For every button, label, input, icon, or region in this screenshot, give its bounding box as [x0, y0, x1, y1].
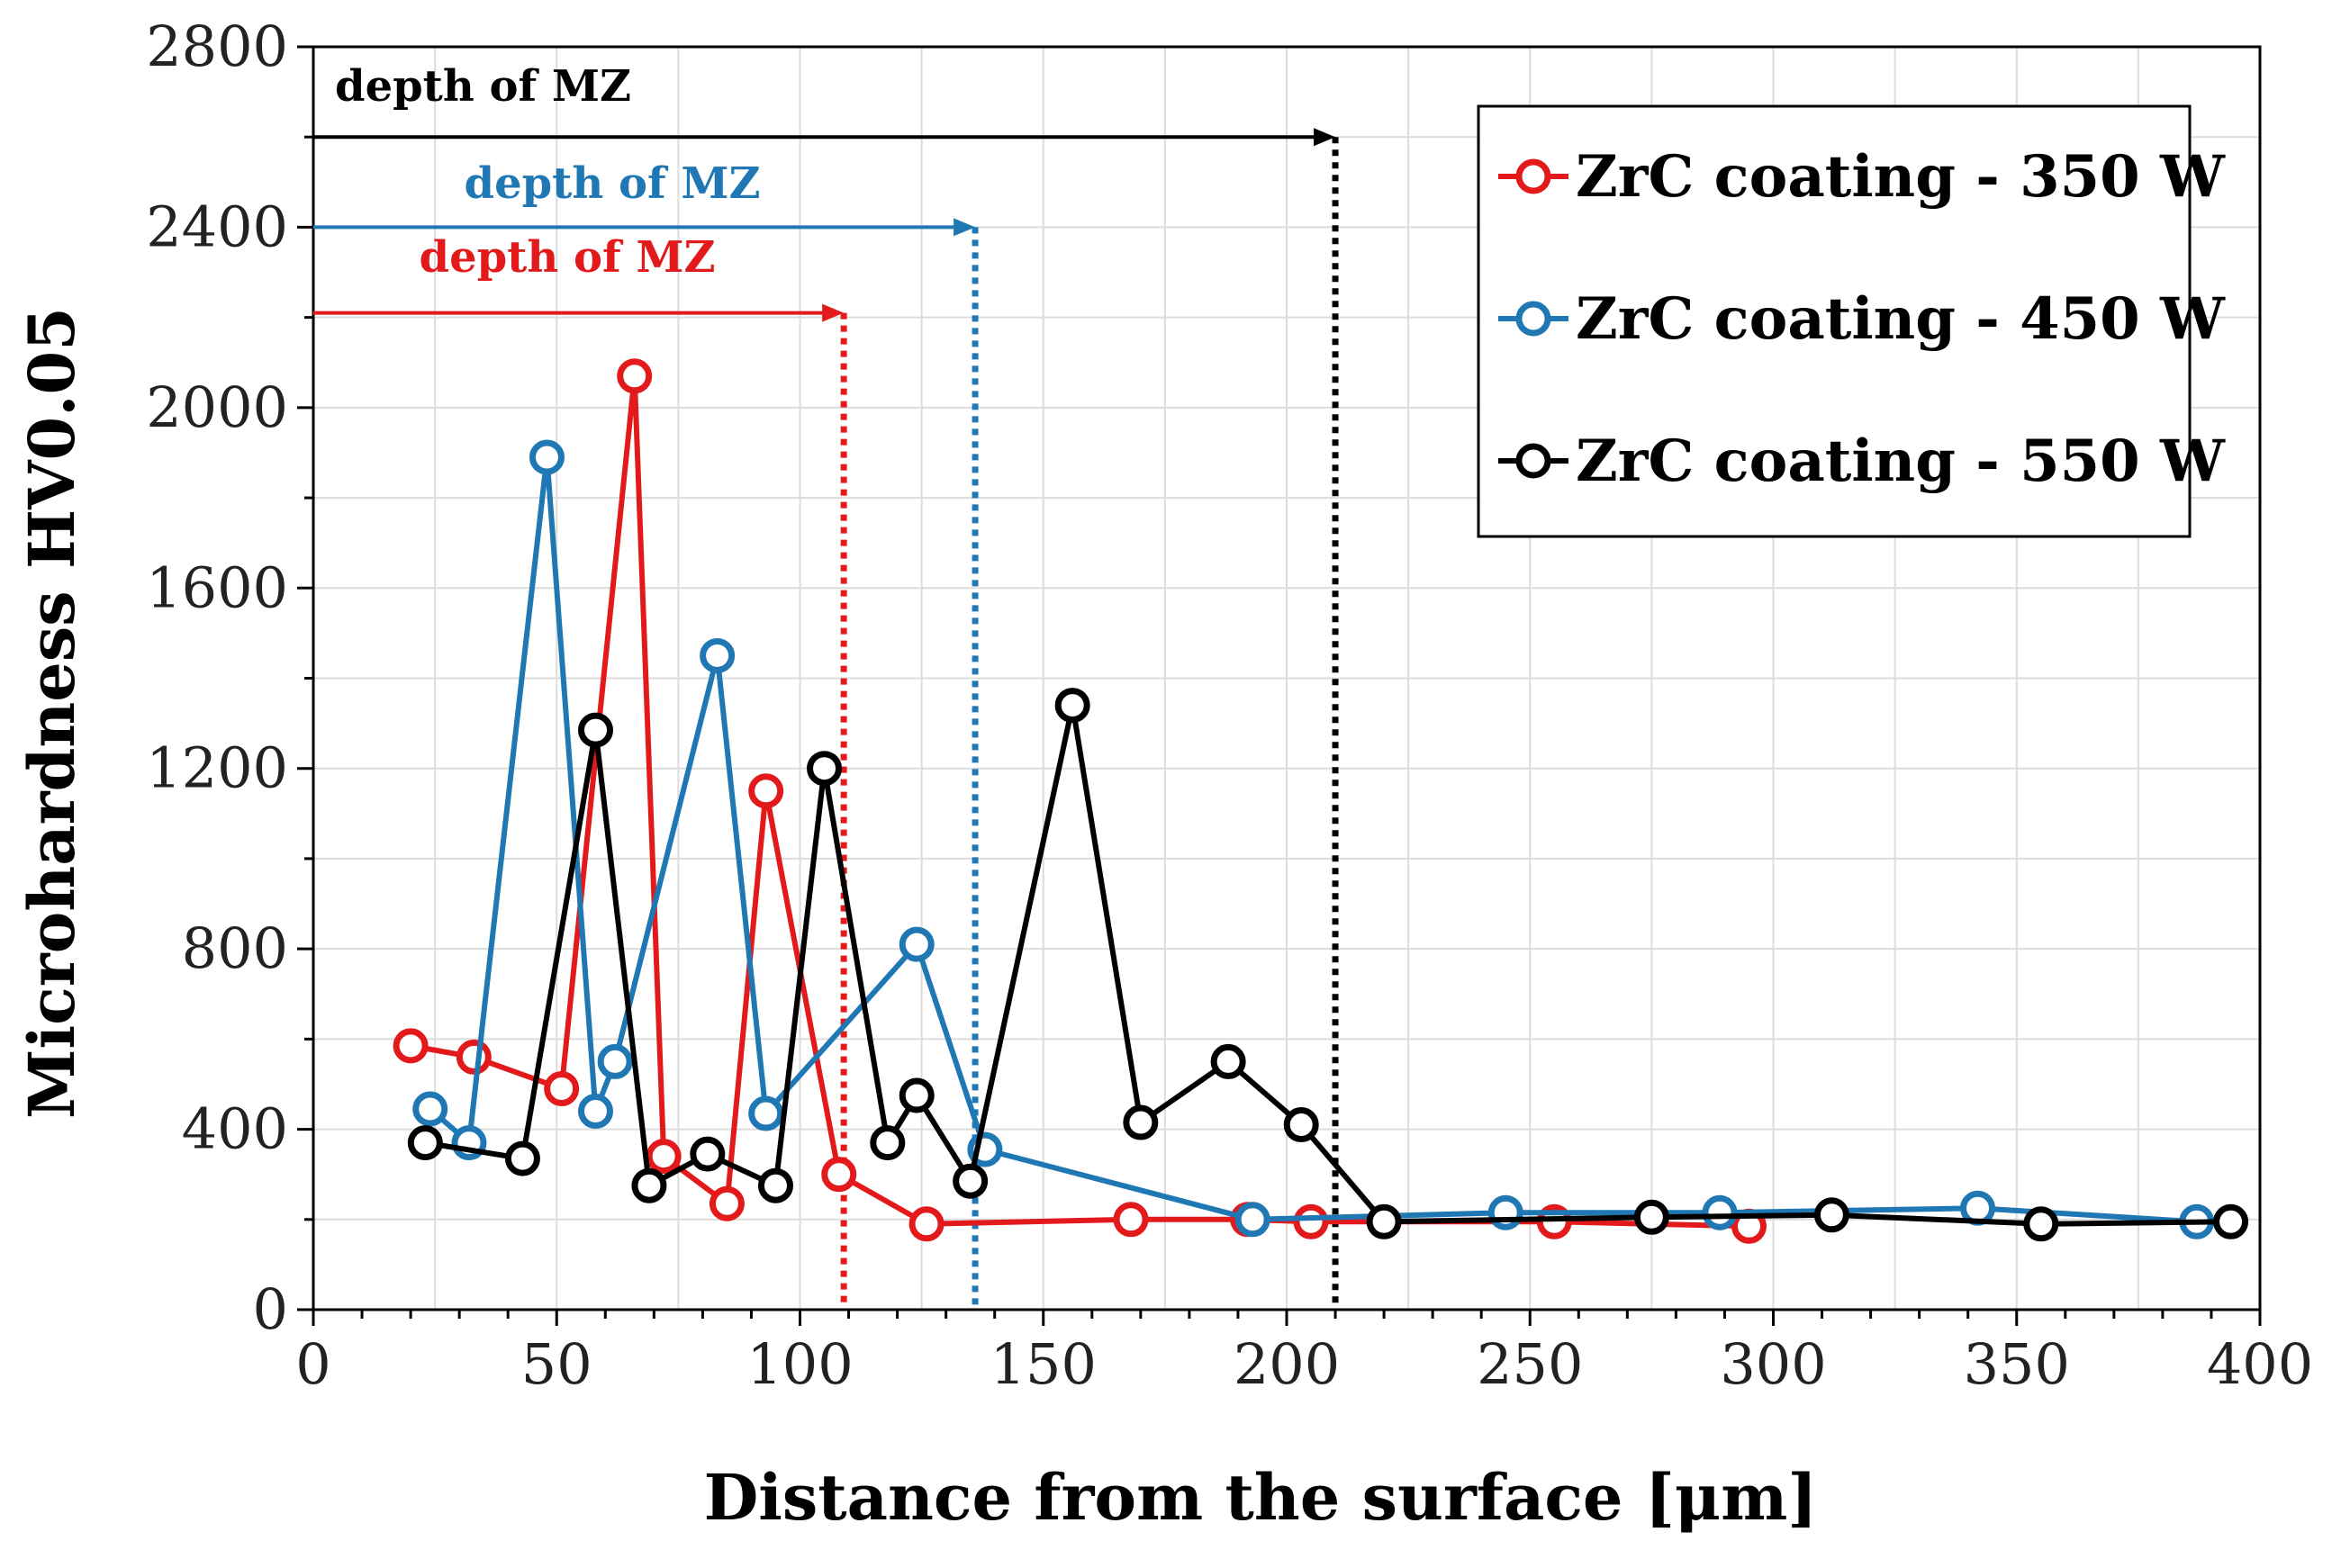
data-point	[870, 1125, 906, 1161]
data-point	[821, 1157, 857, 1193]
data-point	[807, 751, 843, 787]
data-point	[529, 439, 565, 475]
y-tick-label: 2400	[146, 194, 288, 259]
x-tick-label: 150	[990, 1331, 1097, 1397]
data-point	[1123, 1104, 1159, 1140]
data-point	[757, 1167, 793, 1203]
legend-label: ZrC coating - 350 W	[1576, 143, 2226, 211]
data-point	[1210, 1043, 1246, 1079]
data-point	[2023, 1206, 2059, 1242]
legend-item: ZrC coating - 350 W	[1498, 143, 2226, 211]
data-point	[1283, 1107, 1319, 1143]
series-line	[428, 454, 2197, 1225]
y-tick-label: 2800	[146, 14, 288, 79]
axes: 0 50 100 150 200 250 300 350 400 0 400 800 1200 1600 2…	[146, 14, 2313, 1397]
x-tick-label: 400	[2207, 1331, 2313, 1397]
legend-box	[1477, 104, 2192, 538]
x-tick-label: 300	[1720, 1331, 1826, 1397]
data-point	[1633, 1199, 1669, 1235]
x-tick-label: 50	[521, 1331, 592, 1397]
data-point	[1487, 1194, 1523, 1230]
data-point	[899, 1077, 935, 1113]
data-point	[953, 1163, 989, 1199]
depth-of-mz-label: depth of MZ	[420, 232, 716, 283]
y-tick-label: 400	[182, 1096, 288, 1162]
depth-guides	[840, 137, 1339, 1310]
depth-of-mz-label: depth of MZ	[335, 61, 631, 112]
data-series	[393, 358, 2249, 1244]
legend: ZrC coating - 350 W ZrC coating - 450 W Zr…	[1477, 104, 2226, 538]
x-tick-label: 200	[1234, 1331, 1340, 1397]
depth-arrow-head	[954, 218, 976, 237]
data-point	[748, 773, 784, 809]
y-tick-label: 1600	[146, 554, 288, 620]
y-axis-title: Microhardness HV0.05	[14, 307, 89, 1119]
data-point	[631, 1167, 667, 1203]
y-tick-label: 1200	[146, 735, 288, 801]
data-point	[577, 712, 613, 748]
data-point	[1813, 1197, 1849, 1233]
y-tick-label: 2000	[146, 374, 288, 440]
legend-item: ZrC coating - 450 W	[1498, 285, 2226, 353]
data-point	[700, 637, 736, 673]
data-point	[456, 1039, 492, 1075]
grid	[312, 46, 2261, 1311]
legend-marker	[1515, 158, 1551, 194]
data-point	[1293, 1203, 1329, 1239]
legend-label: ZrC coating - 550 W	[1576, 428, 2226, 495]
series-3	[407, 688, 2249, 1242]
data-point	[1113, 1202, 1149, 1238]
legend-marker	[1515, 443, 1551, 479]
data-point	[1366, 1203, 1402, 1239]
annotations: depth of MZ depth of MZ depth of MZ	[313, 61, 1336, 322]
data-point	[646, 1139, 682, 1175]
depth-arrow-head	[1314, 128, 1336, 147]
x-tick-label: 350	[1964, 1331, 2070, 1397]
x-axis-title: Distance from the surface [μm]	[704, 1460, 1818, 1535]
y-tick-label: 0	[253, 1276, 288, 1342]
legend-label: ZrC coating - 450 W	[1576, 285, 2226, 353]
data-point	[412, 1091, 448, 1127]
data-point	[709, 1185, 745, 1221]
data-point	[1702, 1194, 1738, 1230]
data-point	[544, 1070, 580, 1106]
data-point	[2213, 1203, 2249, 1239]
y-tick-label: 800	[182, 915, 288, 981]
data-point	[899, 926, 935, 962]
depth-arrow-head	[822, 303, 845, 322]
data-point	[908, 1206, 945, 1242]
data-point	[393, 1028, 429, 1064]
legend-marker	[1515, 301, 1551, 337]
data-point	[1234, 1202, 1270, 1238]
depth-of-mz-label: depth of MZ	[465, 158, 761, 209]
data-point	[597, 1043, 633, 1079]
data-point	[690, 1136, 726, 1172]
data-point	[504, 1140, 540, 1176]
legend-item: ZrC coating - 550 W	[1498, 428, 2226, 495]
x-tick-label: 0	[295, 1331, 330, 1397]
data-point	[577, 1094, 613, 1130]
data-point	[748, 1095, 784, 1131]
x-tick-label: 100	[746, 1331, 853, 1397]
data-point	[1054, 688, 1090, 724]
data-point	[407, 1125, 443, 1161]
data-point	[617, 358, 653, 394]
x-tick-label: 250	[1477, 1331, 1583, 1397]
